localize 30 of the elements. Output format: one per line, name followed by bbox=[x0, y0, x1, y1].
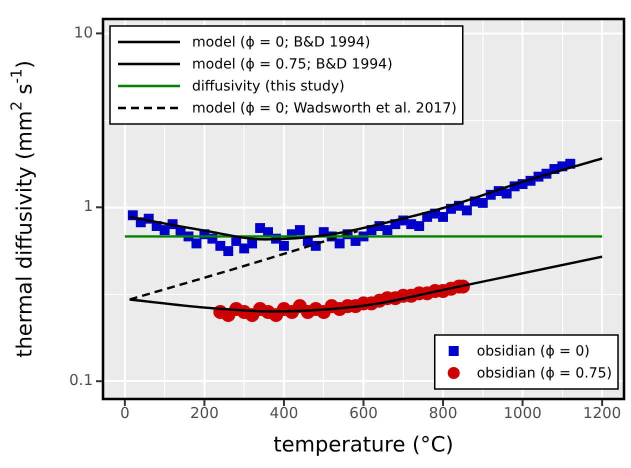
x-axis-title: temperature (°C) bbox=[273, 432, 454, 456]
legend-label: obsidian (ϕ = 0) bbox=[476, 344, 590, 360]
y-tick-label: 0.1 bbox=[69, 371, 93, 390]
y-tick-label: 1 bbox=[83, 197, 93, 216]
y-axis-title: thermal diffusivity (mm2 s-1) bbox=[7, 60, 36, 358]
point bbox=[294, 225, 305, 235]
point bbox=[462, 205, 472, 216]
point bbox=[279, 240, 289, 251]
legend-label: model (ϕ = 0; Wadsworth et al. 2017) bbox=[192, 100, 457, 117]
x-tick-label: 200 bbox=[190, 404, 219, 422]
legend-label: model (ϕ = 0.75; B&D 1994) bbox=[192, 56, 393, 73]
point bbox=[160, 225, 170, 235]
x-tick-label: 1200 bbox=[583, 404, 622, 422]
point bbox=[502, 188, 512, 198]
point bbox=[192, 238, 202, 248]
x-tick-label: 400 bbox=[270, 404, 298, 422]
x-tick-label: 800 bbox=[428, 404, 458, 422]
point bbox=[223, 246, 234, 256]
legend-label: diffusivity (this study) bbox=[192, 78, 345, 95]
x-tick-label: 600 bbox=[349, 404, 378, 422]
x-tick-label: 0 bbox=[120, 404, 130, 422]
point bbox=[414, 221, 424, 232]
x-tick-label: 1000 bbox=[503, 404, 542, 422]
point bbox=[438, 212, 448, 222]
legend-label: obsidian (ϕ = 0.75) bbox=[476, 366, 612, 382]
point bbox=[334, 238, 345, 248]
legend-label: model (ϕ = 0; B&D 1994) bbox=[192, 34, 370, 51]
point bbox=[478, 198, 488, 208]
y-tick-label: 10 bbox=[74, 23, 93, 42]
point bbox=[382, 225, 392, 235]
